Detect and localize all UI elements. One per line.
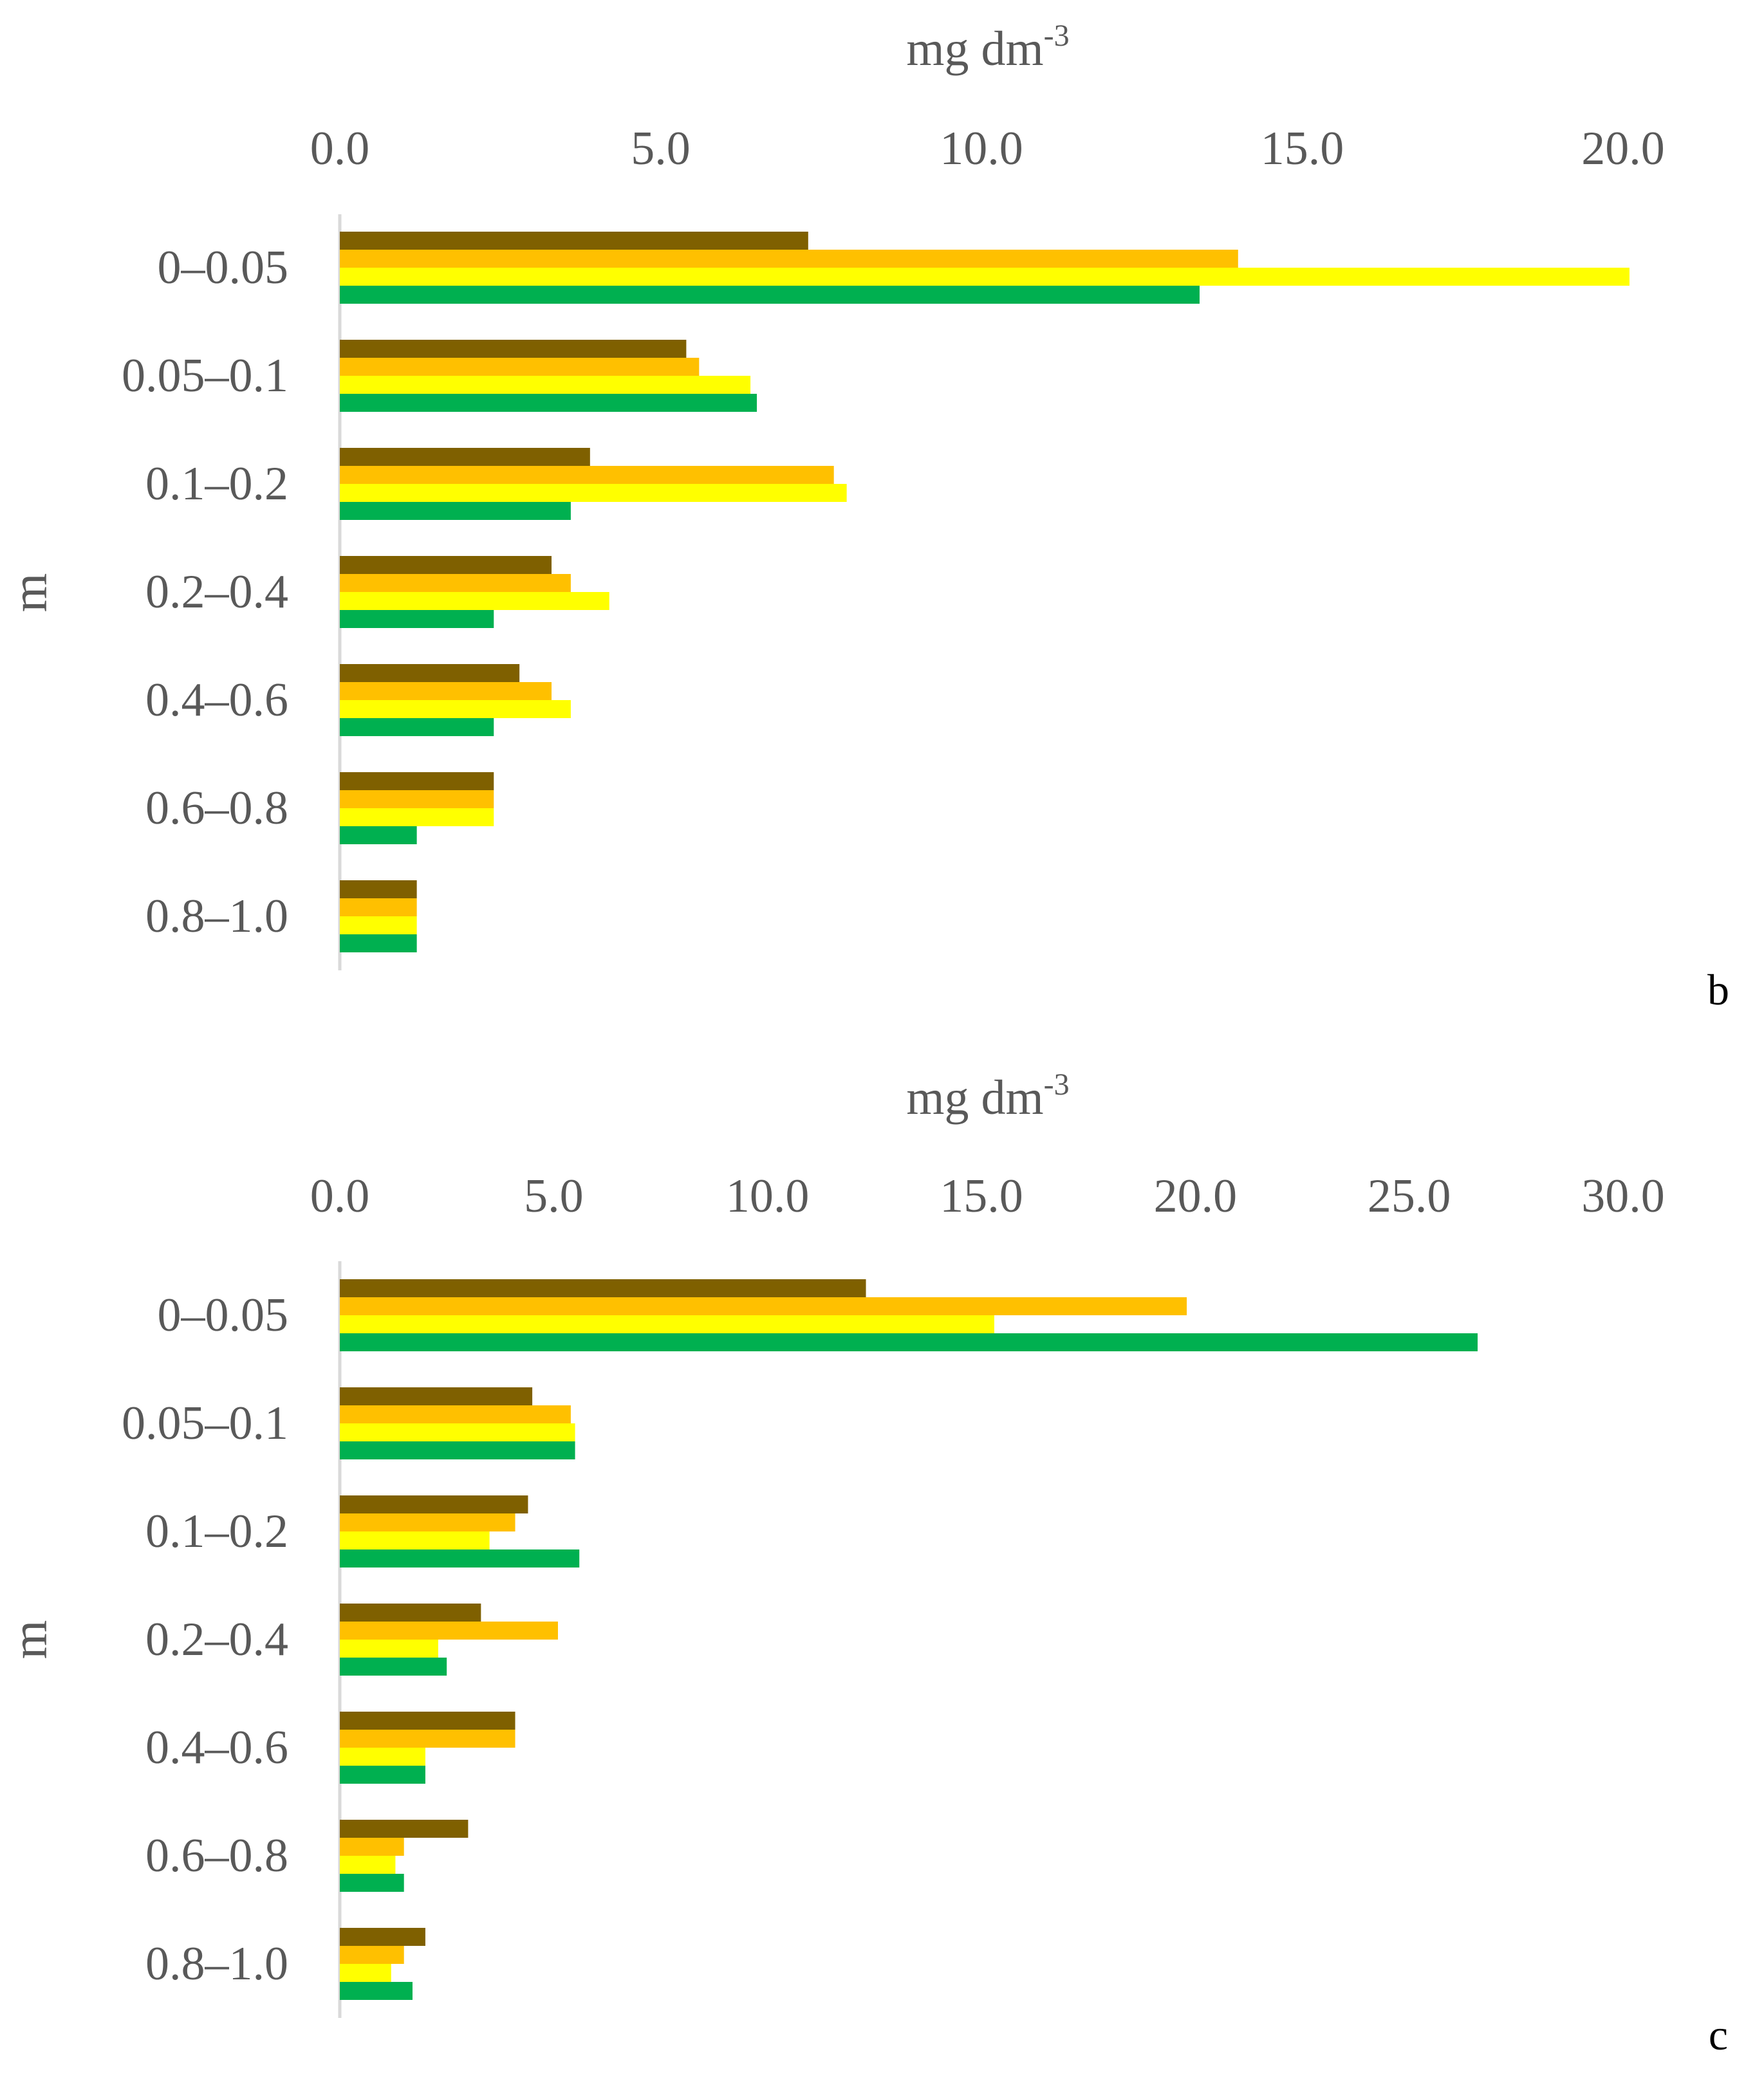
bar <box>340 394 757 412</box>
category-label: 0–0.05 <box>158 241 289 294</box>
bar <box>340 808 494 826</box>
bar <box>340 1928 425 1946</box>
x-tick-label: 15.0 <box>940 1170 1023 1223</box>
category-label: 0.4–0.6 <box>145 674 288 726</box>
x-axis-title: mg dm-3 <box>906 1068 1069 1125</box>
bar <box>340 1982 413 2000</box>
bar <box>340 1946 404 1964</box>
category-label: 0.8–1.0 <box>145 1938 288 1990</box>
bar <box>340 610 494 628</box>
x-tick-label: 30.0 <box>1581 1170 1665 1223</box>
x-tick-label: 0.0 <box>310 122 370 175</box>
bar <box>340 1604 481 1622</box>
bar <box>340 376 751 394</box>
bar <box>340 718 494 736</box>
bar <box>340 1513 515 1531</box>
bar <box>340 1640 438 1658</box>
bar <box>340 1730 515 1748</box>
bar <box>340 1405 571 1423</box>
x-tick-label: 5.0 <box>524 1170 584 1223</box>
bar <box>340 1297 1187 1315</box>
bar <box>340 268 1629 286</box>
category-label: 0.4–0.6 <box>145 1721 288 1774</box>
bar <box>340 1820 469 1838</box>
bar <box>340 1658 447 1676</box>
bar <box>340 484 847 502</box>
x-axis-title-superscript: -3 <box>1044 19 1070 53</box>
bar <box>340 1838 404 1856</box>
bar <box>340 250 1238 268</box>
bar <box>340 1333 1478 1351</box>
bar <box>340 1622 558 1640</box>
bar <box>340 574 571 592</box>
x-axis-title-base: mg dm <box>906 22 1043 76</box>
bar <box>340 700 571 718</box>
panel-label: b <box>1707 965 1729 1014</box>
x-tick-label: 20.0 <box>1154 1170 1238 1223</box>
bar <box>340 448 590 466</box>
x-axis-title-superscript: -3 <box>1044 1068 1070 1102</box>
bar <box>340 934 417 952</box>
category-label: 0.05–0.1 <box>122 1397 288 1450</box>
y-axis-title: m <box>1 1620 57 1660</box>
bar <box>340 1387 533 1405</box>
category-label: 0.2–0.4 <box>145 566 288 618</box>
chart-panel-c: mg dm-3 0.0 5.0 10.0 15.0 20.0 25.0 30.0 0–0.05 0… <box>1 1068 1728 2059</box>
x-tick-label: 10.0 <box>940 122 1023 175</box>
bar <box>340 1964 391 1982</box>
bar <box>340 826 417 844</box>
category-label: 0.6–0.8 <box>145 1829 288 1882</box>
bar <box>340 1495 528 1513</box>
bar <box>340 1441 575 1459</box>
x-tick-label: 15.0 <box>1261 122 1344 175</box>
bar <box>340 898 417 916</box>
bar <box>340 916 417 934</box>
bar <box>340 502 571 520</box>
bar <box>340 466 834 484</box>
bar <box>340 358 700 376</box>
chart-panel-b: mg dm-3 0.0 5.0 10.0 15.0 20.0 0–0.05 0.05–0.1 0… <box>1 19 1729 1014</box>
category-label: 0.2–0.4 <box>145 1613 288 1666</box>
category-label: 0.1–0.2 <box>145 458 288 510</box>
bar <box>340 1748 425 1766</box>
bar <box>340 286 1200 304</box>
bar <box>340 340 687 358</box>
bar <box>340 1531 490 1549</box>
x-tick-label: 20.0 <box>1581 122 1665 175</box>
category-label: 0.8–1.0 <box>145 890 288 943</box>
bar <box>340 1315 994 1333</box>
bar <box>340 772 494 790</box>
x-tick-label: 25.0 <box>1368 1170 1451 1223</box>
x-tick-label: 5.0 <box>631 122 691 175</box>
bar <box>340 682 552 700</box>
bar <box>340 1874 404 1892</box>
bar <box>340 592 609 610</box>
bar <box>340 232 808 250</box>
bar <box>340 880 417 898</box>
bar <box>340 1856 396 1874</box>
x-tick-label: 10.0 <box>726 1170 810 1223</box>
category-label: 0.6–0.8 <box>145 782 288 835</box>
bar <box>340 1549 580 1568</box>
bar <box>340 664 520 682</box>
bar <box>340 1279 866 1297</box>
bar <box>340 1423 575 1441</box>
bar <box>340 1712 515 1730</box>
category-label: 0.05–0.1 <box>122 349 288 402</box>
category-label: 0–0.05 <box>158 1289 289 1342</box>
category-label: 0.1–0.2 <box>145 1505 288 1558</box>
x-tick-label: 0.0 <box>310 1170 370 1223</box>
y-axis-title: m <box>1 573 57 613</box>
bar <box>340 1766 425 1784</box>
x-axis-title: mg dm-3 <box>906 19 1069 76</box>
bar <box>340 556 552 574</box>
bar <box>340 790 494 808</box>
x-axis-title-base: mg dm <box>906 1071 1043 1125</box>
panel-label: c <box>1709 2010 1728 2059</box>
